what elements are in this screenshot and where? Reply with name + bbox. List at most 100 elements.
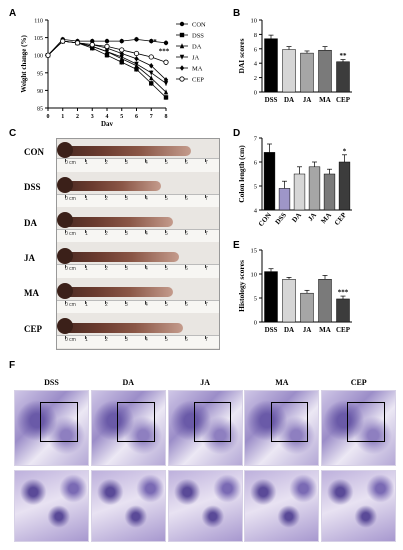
ruler-tick [185,159,186,163]
x-tick-label: CON [257,211,273,228]
histology-low-mag-image [321,390,397,466]
y-tick-label: 110 [34,19,43,25]
histology-column-label: DA [122,378,135,387]
bar-ma [318,49,332,93]
bar-ja [300,292,314,323]
ruler-tick-label: 6 [185,266,188,273]
y-tick-label: 6 [254,160,258,167]
significance-label: ** [150,38,158,46]
y-tick-label: 0 [254,320,257,327]
ruler-tick-label: 3 [125,337,128,344]
ruler-tick [65,265,66,269]
y-tick-label: 10 [251,18,258,25]
caecum [57,177,73,194]
ruler-tick [205,336,206,340]
ruler-tick [65,194,66,198]
ruler-tick [205,159,206,163]
panel-label-f: F [9,360,16,371]
ruler-tick-label: 2 [105,266,108,273]
colon-row-label: MA [24,288,39,299]
x-tick-label: 3 [91,114,94,120]
x-tick-label: DA [284,96,294,104]
x-tick-label: 6 [135,114,138,120]
ruler-tick [125,230,126,234]
data-point [179,65,185,71]
data-point [60,38,66,44]
significance-label: *** [338,289,349,297]
data-point [163,77,169,83]
colon-tissue [63,287,173,298]
ruler-tick-label: 1 [85,231,88,238]
y-tick-label: 8 [254,32,257,39]
histology-low-mag-image [90,390,166,466]
ruler-tick-label: 0 cm [65,231,76,238]
ruler-tick [145,230,146,234]
ruler-tick-label: 5 [165,195,168,202]
data-point [163,95,169,100]
ruler-tick [105,159,106,163]
bar-da [282,49,296,93]
ruler-tick-label: 0 cm [65,266,76,273]
ruler-tick [125,159,126,163]
ruler-tick-label: 3 [125,266,128,273]
x-tick-label: 4 [106,114,109,120]
ruler-tick [145,336,146,340]
bar-ja [308,166,321,211]
x-tick-label: MA [319,96,331,104]
ruler-tick-label: 0 cm [65,160,76,167]
histology-high-mag-image [14,470,89,542]
data-point [45,52,51,58]
ruler-tick-label: 3 [125,231,128,238]
ruler-tick [185,230,186,234]
ruler-tick-label: 7 [205,195,208,202]
data-point [149,81,154,86]
bar-cep [336,61,350,93]
x-tick-label: MA [319,211,333,225]
ruler-tick-label: 5 [165,160,168,167]
data-point [134,61,139,67]
colon-photo-panel: 0 cm 1 2 3 4 5 6 7 0 cm 1 2 3 4 5 6 7 0 cm 1 2 3 4 5 6 7 0 cm 1 2 3… [56,138,220,350]
ruler-tick [165,230,166,234]
ruler-tick [205,194,206,198]
legend-item: DA [176,43,202,51]
bar-da [282,279,296,323]
histology-high-mag-image [321,470,397,542]
ruler-tick [105,300,106,304]
data-point [104,38,110,44]
legend-label: CEP [192,77,204,84]
x-tick-label: DA [284,326,294,334]
significance-label: *** [159,47,170,55]
x-tick-label: CEP [336,96,351,104]
ruler: 0 cm 1 2 3 4 5 6 7 [57,264,219,278]
data-point [163,59,169,65]
ruler-tick-label: 7 [205,160,208,167]
ruler-tick [165,336,166,340]
x-tick-label: DSS [265,326,278,334]
y-axis-label: Colon length (cm) [237,145,246,203]
data-point [134,37,139,42]
ruler-tick-label: 2 [105,160,108,167]
legend-item: DSS [176,33,204,40]
bar-da [293,173,306,211]
ruler: 0 cm 1 2 3 4 5 6 7 [57,193,219,208]
data-point [179,76,185,82]
ruler-tick [125,194,126,198]
histology-low-mag-image [167,390,243,466]
panel-label-c: C [9,128,17,139]
ruler-tick [165,194,166,198]
colon-tissue [63,252,179,262]
data-point [149,70,154,76]
y-tick-label: 5 [254,184,257,191]
ruler-tick-label: 1 [85,160,88,167]
bar-cep [338,161,351,211]
colon-tissue [63,181,161,192]
data-point [179,32,185,38]
ruler-tick [65,300,66,304]
ruler-tick [145,265,146,269]
y-tick-label: 2 [254,75,257,82]
series-cep [45,38,169,65]
ruler-tick [85,300,86,304]
ruler-tick-label: 6 [185,231,188,238]
legend-label: JA [192,55,200,62]
ruler-tick [125,300,126,304]
